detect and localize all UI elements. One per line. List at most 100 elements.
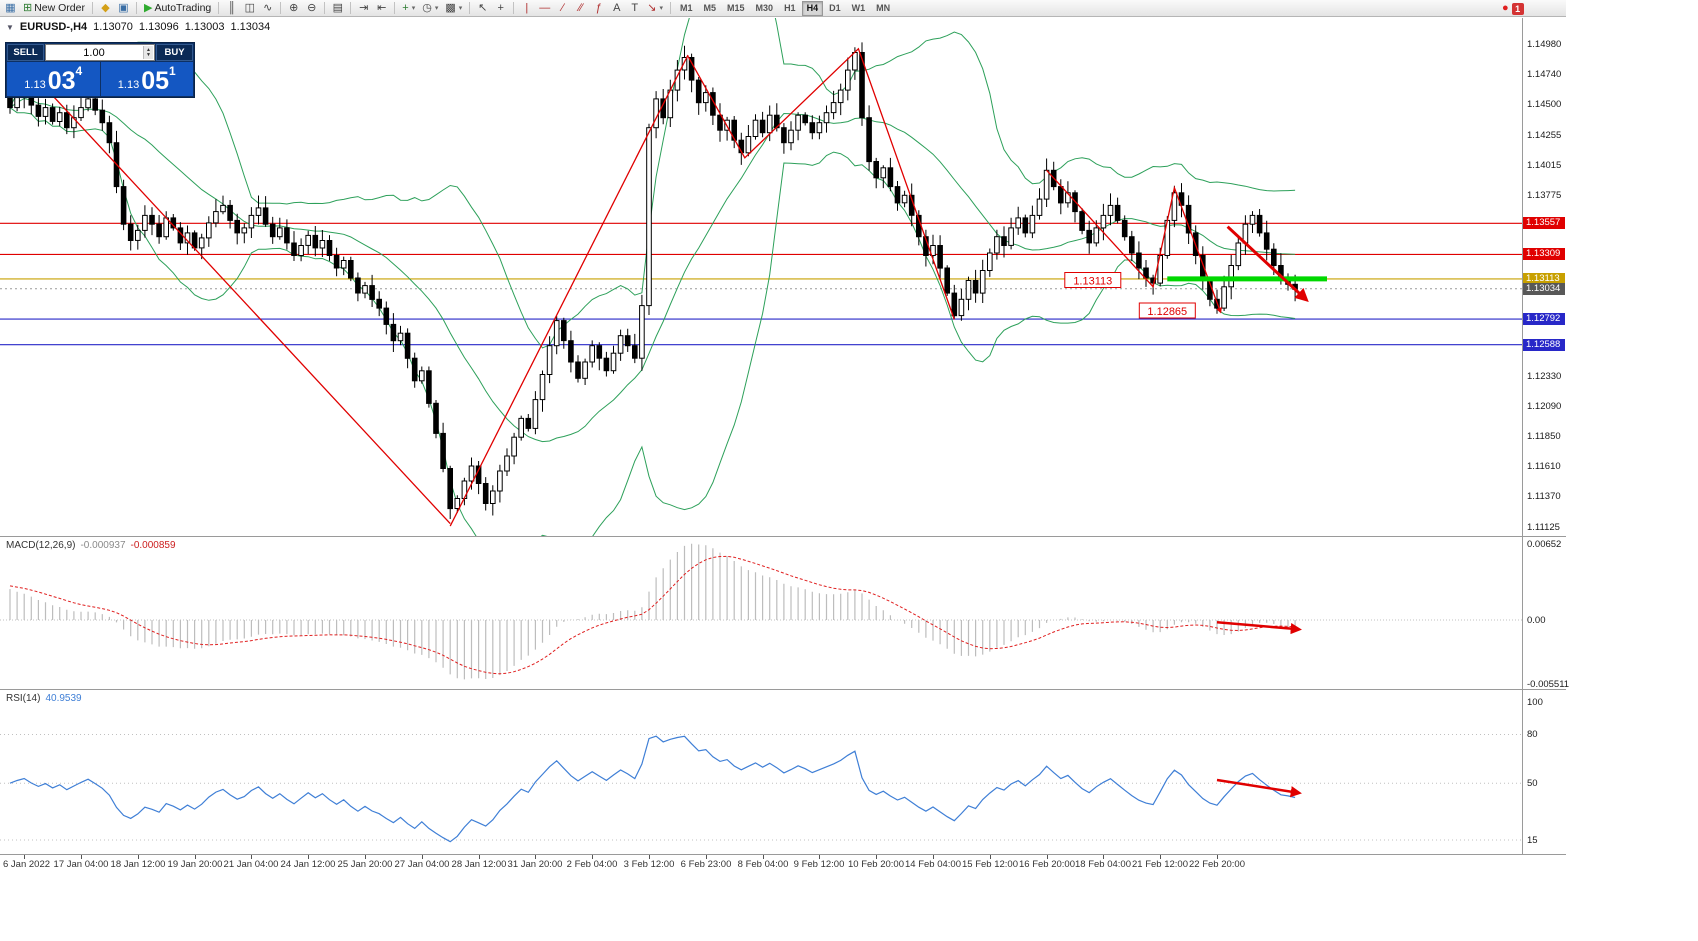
indicators-icon[interactable]: + ▾ — [399, 1, 418, 16]
chart-close-value: 1.13034 — [230, 21, 271, 33]
time-label: 9 Feb 12:00 — [793, 859, 845, 870]
templates-icon[interactable]: ▩ ▾ — [442, 1, 465, 16]
panel-separator-macd-rsi[interactable] — [0, 689, 1566, 690]
chevron-down-icon: ▾ — [411, 4, 416, 12]
candlestick-chart-icon: ◫ — [244, 1, 255, 14]
timeframe-button-m15[interactable]: M15 — [727, 3, 745, 13]
timeframe-button-h1[interactable]: H1 — [784, 3, 796, 13]
volume-field[interactable]: 1.00 ▲ ▼ — [45, 44, 155, 61]
time-label: 14 Feb 04:00 — [905, 859, 961, 870]
crosshair-icon[interactable]: + — [492, 1, 509, 16]
rsi-label: RSI(14) 40.9539 — [6, 693, 82, 704]
red-arrow[interactable] — [1226, 225, 1309, 303]
price-scale-tag: 1.13309 — [1523, 248, 1565, 261]
time-axis[interactable]: 6 Jan 2022 17 Jan 04:00 18 Jan 12:00 19 Jan… — [0, 855, 1522, 871]
chart-shift-icon[interactable]: ⇤ — [373, 1, 390, 16]
time-label: 24 Jan 12:00 — [280, 859, 336, 870]
rsi-panel-canvas[interactable] — [0, 690, 1522, 854]
toolbar-divider — [513, 2, 515, 14]
trendline-icon[interactable]: ∕ — [554, 1, 571, 16]
zoom-in-icon[interactable]: ⊕ — [285, 1, 302, 16]
macd-main-value: -0.000937 — [80, 540, 126, 551]
timeframe-button-h4[interactable]: H4 — [801, 0, 824, 16]
buy-price-big: 05 — [141, 67, 170, 95]
svg-text:1.13113: 1.13113 — [1073, 276, 1112, 288]
text-label-icon[interactable]: T — [626, 1, 643, 16]
toolbar-divider — [350, 2, 352, 14]
sell-price-sup: 4 — [75, 64, 83, 78]
volume-spinner-icon[interactable]: ▲ ▼ — [143, 46, 153, 59]
time-tick — [308, 855, 309, 859]
macd-signal-line — [9, 555, 1296, 675]
terminal-icon[interactable]: ▣ — [115, 1, 132, 16]
buy-price-display[interactable]: 1.13 05 1 — [100, 62, 193, 96]
line-chart-icon[interactable]: ∿ — [259, 1, 276, 16]
new-order-button[interactable]: ⊞ New Order — [20, 1, 88, 16]
line-chart-icon: ∿ — [263, 1, 273, 14]
auto-scroll-icon: ⇥ — [359, 1, 369, 14]
periods-icon[interactable]: ◷ ▾ — [419, 1, 441, 16]
scale-label: 0.00 — [1527, 615, 1546, 626]
price-callout[interactable]: 1.13113 — [1064, 272, 1122, 288]
timeframe-button-m30[interactable]: M30 — [755, 3, 774, 13]
toolbar-divider — [324, 2, 326, 14]
main-chart-canvas[interactable]: 1.13113 1.12865 — [0, 18, 1522, 536]
bar-chart-icon[interactable]: ║ — [223, 1, 240, 16]
macd-signal-value: -0.000859 — [130, 540, 176, 551]
time-label: 25 Jan 20:00 — [337, 859, 393, 870]
red-arrow[interactable] — [1216, 621, 1302, 635]
scale-label: 1.11370 — [1527, 491, 1561, 503]
chart-window-icon[interactable]: ▦ — [2, 1, 19, 16]
timeframe-button-m1[interactable]: M1 — [680, 3, 693, 13]
timeframe-button-d1[interactable]: D1 — [829, 3, 841, 13]
text-label-icon: T — [631, 1, 639, 14]
sell-price-display[interactable]: 1.13 03 4 — [7, 62, 100, 96]
auto-scroll-icon[interactable]: ⇥ — [355, 1, 372, 16]
channel-icon[interactable]: ∕∕ — [572, 1, 589, 16]
sell-button[interactable]: SELL — [7, 44, 44, 61]
connection-status-icon[interactable]: ● — [1502, 2, 1509, 14]
zoom-out-icon[interactable]: ⊖ — [303, 1, 320, 16]
fibonacci-icon[interactable]: ƒ — [590, 1, 607, 16]
timeframe-button-w1[interactable]: W1 — [851, 3, 866, 13]
price-callout[interactable]: 1.12865 — [1138, 302, 1196, 319]
trendlines[interactable] — [23, 47, 1222, 527]
toolbar-divider — [135, 2, 137, 14]
red-arrow[interactable] — [1216, 778, 1302, 798]
metaeditor-icon[interactable]: ◆ — [97, 1, 114, 16]
arrows-tool-icon[interactable]: ↘ ▾ — [644, 1, 666, 16]
time-label: 16 Feb 20:00 — [1019, 859, 1075, 870]
autotrading-button[interactable]: ▶ AutoTrading — [141, 1, 214, 16]
time-tick — [819, 855, 820, 859]
one-click-collapse-icon[interactable]: ▼ — [6, 22, 14, 32]
tile-windows-icon[interactable]: ▤ — [329, 1, 346, 16]
cursor-icon[interactable]: ↖ — [474, 1, 491, 16]
time-label: 28 Jan 12:00 — [451, 859, 507, 870]
time-tick — [592, 855, 593, 859]
time-tick — [933, 855, 934, 859]
toolbar-divider — [91, 2, 93, 14]
fibonacci-icon: ƒ — [595, 1, 602, 14]
chart-ohlc-header: ▼ EURUSD-,H4 1.13070 1.13096 1.13003 1.1… — [6, 21, 270, 33]
time-tick — [251, 855, 252, 859]
horizontal-line-icon[interactable]: — — [536, 1, 553, 16]
text-icon: A — [613, 1, 621, 14]
time-label: 27 Jan 04:00 — [394, 859, 450, 870]
notification-badge[interactable]: 1 — [1511, 2, 1524, 15]
timeframe-button-mn[interactable]: MN — [876, 3, 891, 13]
time-label: 19 Jan 20:00 — [167, 859, 223, 870]
macd-panel-canvas[interactable] — [0, 537, 1522, 689]
time-label: 18 Feb 04:00 — [1075, 859, 1131, 870]
panel-separator-main-macd[interactable] — [0, 536, 1566, 537]
candlestick-chart-icon[interactable]: ◫ — [241, 1, 258, 16]
new-order-button-label: New Order — [34, 1, 85, 14]
zoom-in-icon: ⊕ — [289, 1, 299, 14]
price-scale-tag: 1.12588 — [1523, 338, 1565, 351]
time-label: 21 Feb 12:00 — [1132, 859, 1188, 870]
text-icon[interactable]: A — [608, 1, 625, 16]
time-tick — [138, 855, 139, 859]
trendline-icon: ∕ — [561, 1, 564, 14]
timeframe-button-m5[interactable]: M5 — [703, 3, 717, 13]
vertical-line-icon[interactable]: | — [518, 1, 535, 16]
buy-button[interactable]: BUY — [156, 44, 193, 61]
